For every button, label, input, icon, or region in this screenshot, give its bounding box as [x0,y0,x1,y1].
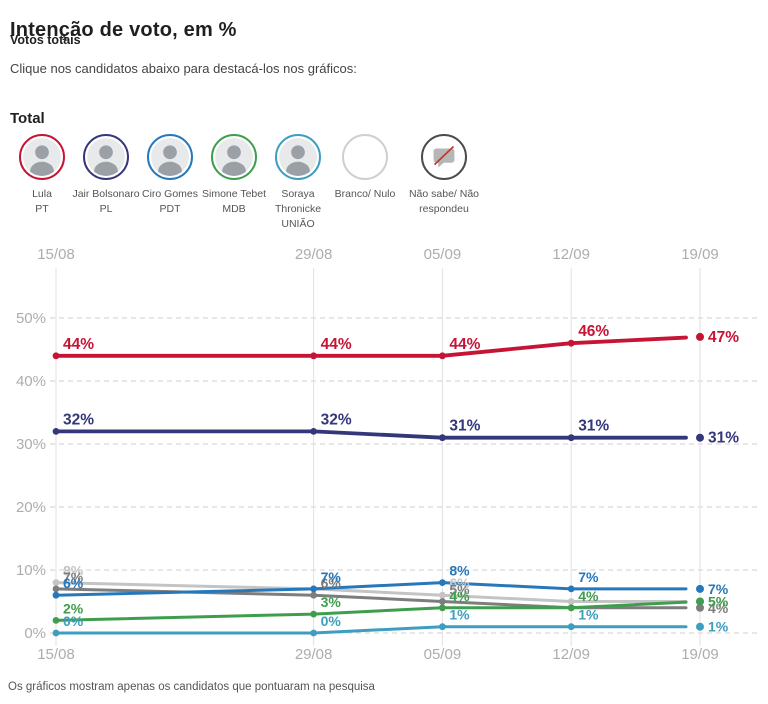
page-subtitle: Votos totais [10,33,81,47]
svg-text:31%: 31% [708,430,739,447]
svg-text:4%: 4% [708,600,729,616]
svg-text:5%: 5% [449,582,470,598]
svg-text:05/09: 05/09 [424,246,462,263]
candidate-label: Branco/ Nulo [334,188,396,200]
svg-text:0%: 0% [63,613,84,629]
section-label-total: Total [10,110,45,127]
series-lula [52,332,704,360]
series-labels-bolsonaro: 32% 32% 31% 31% 31% [63,411,739,446]
candidate-label: Jair Bolsonaro PL [72,188,140,216]
candidate-branco-nulo[interactable]: Branco/ Nulo [330,134,400,202]
series-labels-tebet: 2% 3% 4% 4% 5% [63,588,729,617]
candidate-label: Simone Tebet MDB [202,188,267,216]
svg-text:10%: 10% [16,562,46,579]
candidate-soraya[interactable]: Soraya Thronicke UNIÃO [266,134,330,233]
svg-text:15/08: 15/08 [37,646,75,663]
svg-text:2%: 2% [63,600,84,616]
svg-text:4%: 4% [578,588,599,604]
blank-avatar-icon [342,134,388,180]
svg-text:8%: 8% [63,563,84,579]
chart-footnote: Os gráficos mostram apenas os candidatos… [8,681,375,693]
svg-text:7%: 7% [321,569,342,585]
person-avatar-icon [147,134,193,180]
series-labels-ciro: 6% 7% 8% 7%7% [63,563,729,597]
svg-text:15/08: 15/08 [37,246,75,263]
svg-text:6%: 6% [449,575,470,591]
candidate-list: Lula PT Jair Bolsonaro PL Ciro Gomes PDT Simon… [10,134,488,233]
series-tebet [52,597,704,624]
svg-text:44%: 44% [449,336,480,353]
svg-text:31%: 31% [449,418,480,435]
svg-text:20%: 20% [16,499,46,516]
vote-intention-chart: 0% 10% 20% 30% 40% 50% 15/08 15/08 29/08 29/08 05/… [16,246,761,663]
svg-text:44%: 44% [63,336,94,353]
series-labels-lula: 44% 44% 44% 46% 47% [63,323,739,353]
series-bolsonaro [52,428,704,442]
svg-text:19/09: 19/09 [681,646,719,663]
svg-text:44%: 44% [321,336,352,353]
svg-text:0%: 0% [321,613,342,629]
svg-text:32%: 32% [63,411,94,428]
svg-text:40%: 40% [16,373,46,390]
chart-grid: 0% 10% 20% 30% 40% 50% 15/08 15/08 29/08 29/08 05/… [16,246,761,663]
person-avatar-icon [83,134,129,180]
person-avatar-icon [211,134,257,180]
svg-text:7%: 7% [578,569,599,585]
candidate-nao-sabe[interactable]: Não sabe/ Não respondeu [400,134,488,217]
svg-text:32%: 32% [321,411,352,428]
svg-text:12/09: 12/09 [552,646,590,663]
svg-text:30%: 30% [16,436,46,453]
person-avatar-icon [19,134,65,180]
candidate-tebet[interactable]: Simone Tebet MDB [202,134,266,217]
candidate-label: Lula PT [32,188,52,216]
svg-text:31%: 31% [578,418,609,435]
svg-text:19/09: 19/09 [681,246,719,263]
svg-text:1%: 1% [578,607,599,623]
svg-text:1%: 1% [708,619,729,635]
svg-text:5%: 5% [708,594,729,610]
person-avatar-icon [275,134,321,180]
candidate-ciro[interactable]: Ciro Gomes PDT [138,134,202,217]
candidate-label: Não sabe/ Não respondeu [408,188,480,216]
svg-text:6%: 6% [321,575,342,591]
svg-text:7%: 7% [321,569,342,585]
candidate-label: Ciro Gomes PDT [141,188,198,216]
svg-text:7%: 7% [63,569,84,585]
svg-text:7%: 7% [708,581,729,597]
candidate-bolsonaro[interactable]: Jair Bolsonaro PL [72,134,140,217]
series-labels-branco-nulo: 8% 7% 6%5% [63,563,729,610]
svg-text:05/09: 05/09 [424,646,462,663]
svg-text:4%: 4% [449,588,470,604]
svg-text:0%: 0% [24,625,46,642]
candidate-lula[interactable]: Lula PT [10,134,74,217]
svg-text:3%: 3% [321,594,342,610]
no-answer-speech-bubble-icon [421,134,467,180]
svg-text:46%: 46% [578,323,609,340]
svg-text:5%: 5% [708,594,729,610]
svg-text:8%: 8% [449,563,470,579]
candidate-label: Soraya Thronicke UNIÃO [274,188,322,231]
svg-text:1%: 1% [449,607,470,623]
svg-text:50%: 50% [16,310,46,327]
svg-text:6%: 6% [63,575,84,591]
series-soraya [52,622,704,637]
series-labels-soraya: 0% 0% 1% 1% 1% [63,607,729,635]
svg-text:29/08: 29/08 [295,246,333,263]
series-labels-nao-sabe: 7% 6% 5%4% [63,569,729,616]
svg-text:29/08: 29/08 [295,646,333,663]
series-ciro [52,579,704,599]
instruction-text: Clique nos candidatos abaixo para destac… [10,61,357,76]
svg-text:47%: 47% [708,329,739,346]
svg-text:12/09: 12/09 [552,246,590,263]
page-title: Intenção de voto, em % [10,19,237,42]
